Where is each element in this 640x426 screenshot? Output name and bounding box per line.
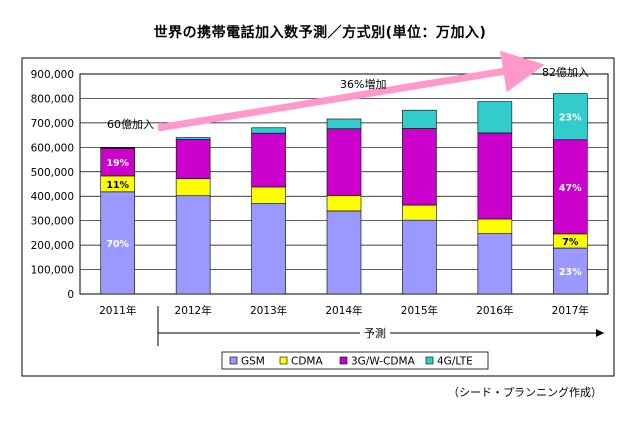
chart-title: 世界の携帯電話加入数予測／方式別(単位：万加入)	[153, 25, 487, 41]
forecast-label: 予測	[364, 326, 386, 340]
bar-segment	[326, 210, 362, 295]
bar-segment	[251, 132, 286, 188]
y-tick-label: 800,000	[31, 93, 74, 105]
x-tick-label: 2016年	[476, 304, 513, 317]
data-label: 7%	[562, 237, 579, 248]
bar-segment	[175, 139, 211, 179]
bar-segment	[402, 219, 437, 295]
y-tick-label: 400,000	[31, 191, 74, 203]
bars	[100, 93, 588, 295]
growth-arrow	[157, 50, 545, 132]
forecast-arrowhead	[596, 329, 604, 337]
y-tick-label: 900,000	[31, 69, 74, 81]
legend-swatch	[339, 356, 348, 365]
data-label: 11%	[106, 180, 129, 191]
bar-segment	[251, 186, 286, 204]
legend-swatch	[229, 356, 238, 365]
bar-segment	[326, 128, 362, 196]
data-labels: 19% 11% 70% 23% 47% 7% 23%	[106, 113, 582, 278]
y-tick-label: 300,000	[31, 216, 74, 228]
axes: 0 100,000 200,000 300,000 400,000 500,000 600,…	[31, 69, 589, 317]
x-tick-label: 2013年	[250, 304, 287, 317]
data-label: 23%	[559, 113, 582, 124]
bar-segment	[477, 218, 513, 234]
x-tick-label: 2017年	[552, 304, 589, 317]
y-tick-label: 0	[67, 289, 74, 301]
chart-border	[21, 57, 615, 377]
y-tick-label: 700,000	[31, 118, 74, 130]
y-tick-label: 600,000	[31, 142, 74, 154]
legend-label: 3G/W-CDMA	[351, 356, 416, 368]
bar-segment	[175, 137, 211, 140]
bar-segment	[402, 204, 437, 221]
bar-segment	[402, 128, 437, 206]
data-label: 70%	[106, 239, 129, 250]
growth-annotation: 36%増加	[340, 78, 386, 91]
bar-segment	[477, 233, 513, 295]
bar-segment	[100, 191, 136, 295]
legend: GSM CDMA 3G/W-CDMA 4G/LTE	[221, 351, 489, 370]
bar-segment	[251, 127, 286, 134]
y-tick-label: 100,000	[31, 265, 74, 277]
bar-segment	[326, 118, 362, 130]
legend-label: CDMA	[291, 356, 323, 368]
bar-segment	[552, 247, 588, 295]
end-annotation: 82億加入	[542, 66, 589, 79]
bar-segment	[175, 178, 211, 197]
x-tick-label: 2011年	[99, 304, 136, 317]
bar-segment	[251, 203, 286, 295]
y-tick-label: 500,000	[31, 167, 74, 179]
bar-segment	[402, 109, 437, 129]
bar-segment	[326, 195, 362, 212]
x-tick-label: 2014年	[325, 304, 362, 317]
y-tick-label: 200,000	[31, 240, 74, 252]
legend-label: GSM	[241, 356, 265, 368]
x-tick-label: 2012年	[175, 304, 212, 317]
forecast-label-bg	[360, 326, 390, 340]
bar-segment	[477, 132, 513, 220]
bar-segment	[552, 93, 588, 141]
bar-segment	[477, 101, 513, 134]
data-label: 47%	[559, 183, 582, 194]
bar-segment	[175, 195, 211, 295]
start-annotation: 60億加入	[107, 118, 154, 131]
data-label: 23%	[559, 267, 582, 278]
bar-segment	[552, 139, 588, 235]
data-label: 19%	[106, 158, 129, 169]
legend-box	[221, 351, 489, 370]
source-note: （シード・プランニング作成）	[448, 386, 602, 399]
legend-swatch	[425, 356, 434, 365]
bar-segment	[100, 147, 136, 149]
legend-label: 4G/LTE	[437, 356, 473, 368]
x-tick-label: 2015年	[401, 304, 438, 317]
legend-swatch	[279, 356, 288, 365]
